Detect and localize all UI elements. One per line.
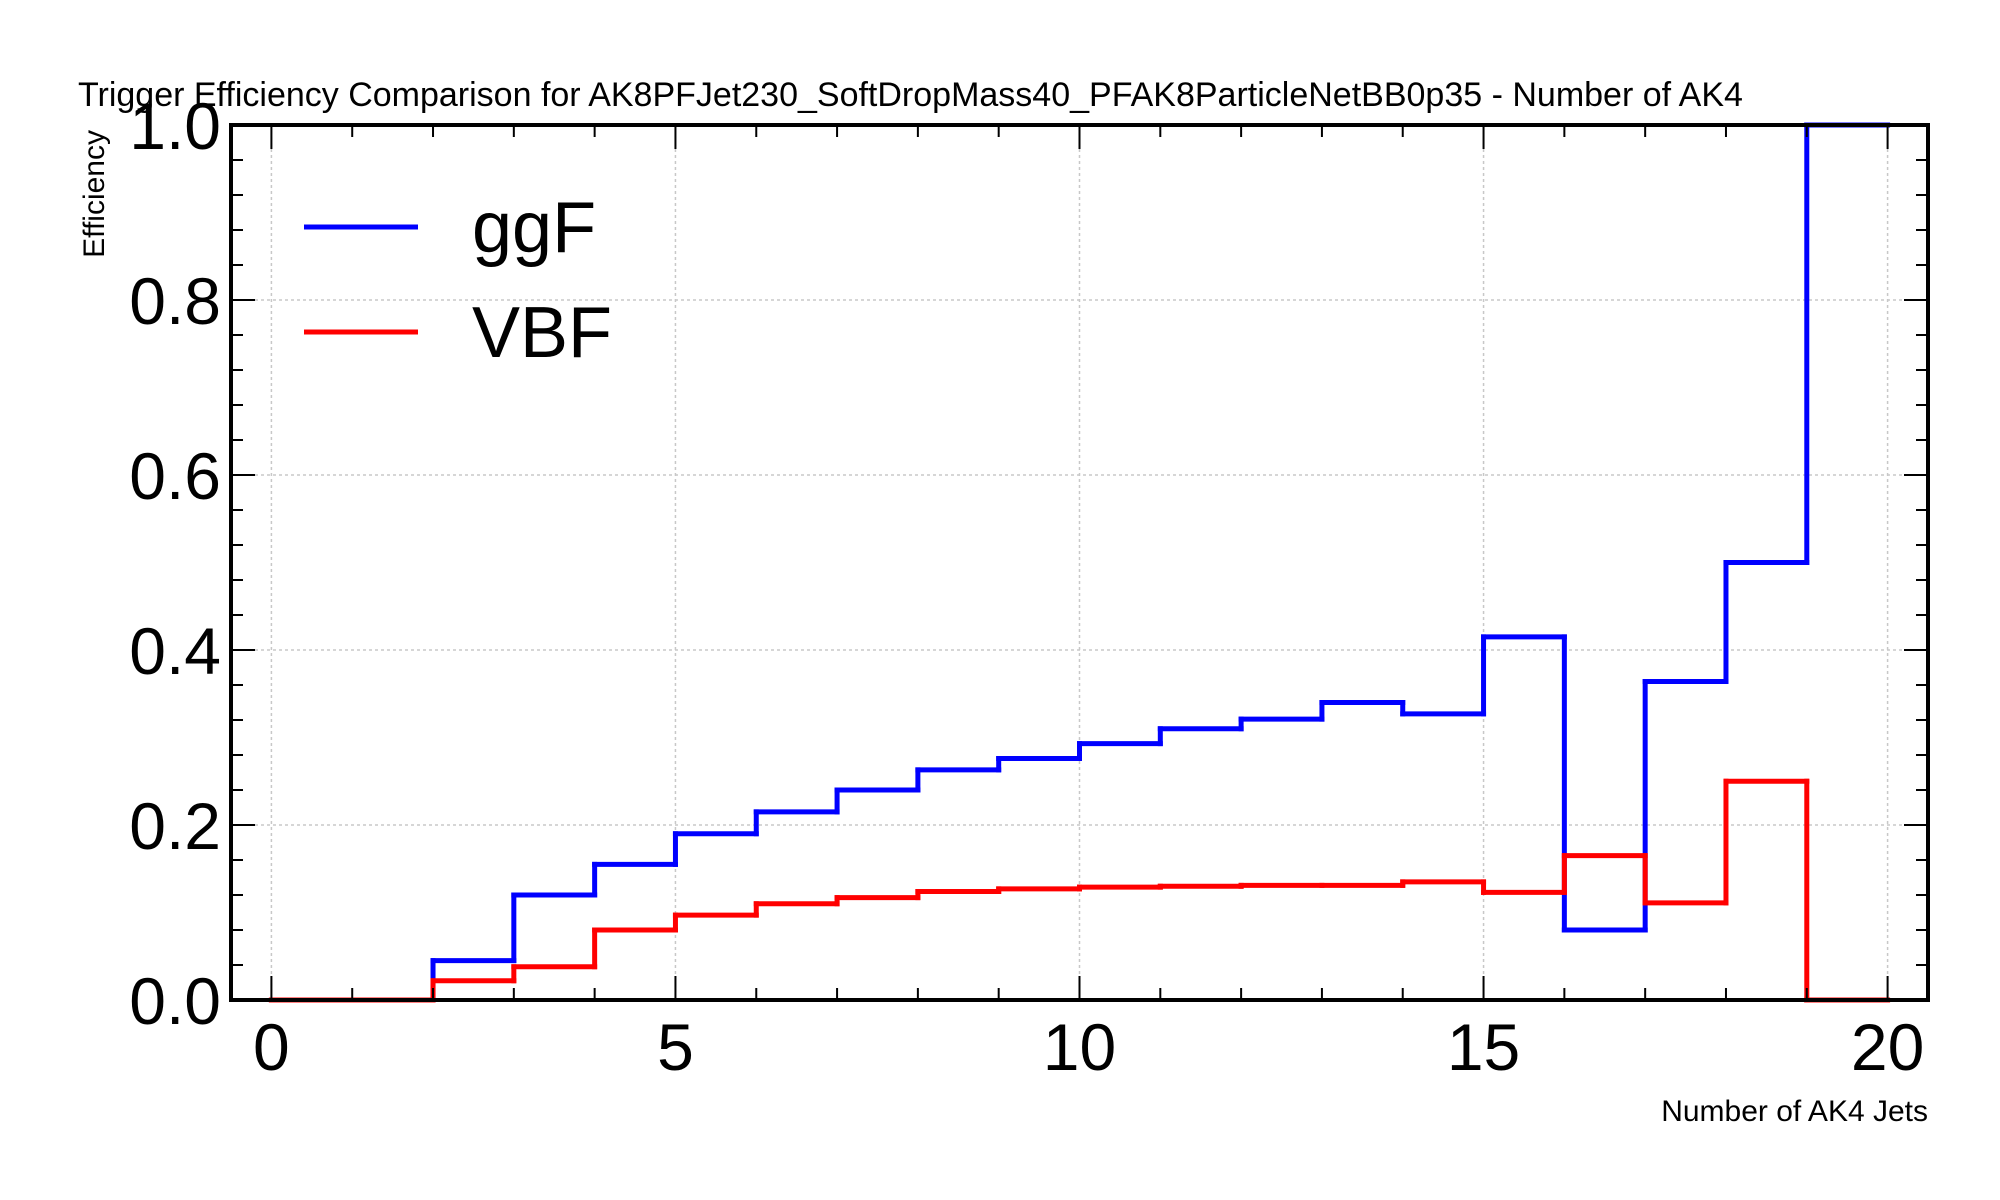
legend: ggF VBF bbox=[304, 188, 612, 373]
legend-label-ggf: ggF bbox=[472, 188, 596, 268]
y-tick-label: 0.4 bbox=[129, 614, 221, 688]
y-tick-label: 0.0 bbox=[129, 964, 221, 1038]
x-axis-label: Number of AK4 Jets bbox=[1661, 1095, 1928, 1128]
legend-label-vbf: VBF bbox=[472, 293, 612, 373]
tick-labels: 0 5 10 15 20 0.0 0.2 0.4 0.6 0.8 1.0 bbox=[129, 89, 1924, 1084]
x-tick-label: 15 bbox=[1447, 1010, 1520, 1084]
x-tick-label: 20 bbox=[1851, 1010, 1924, 1084]
y-tick-label: 1.0 bbox=[129, 89, 221, 163]
y-axis-label: Efficiency bbox=[78, 130, 111, 258]
x-tick-label: 10 bbox=[1043, 1010, 1116, 1084]
y-tick-label: 0.2 bbox=[129, 789, 221, 863]
chart-title: Trigger Efficiency Comparison for AK8PFJ… bbox=[78, 76, 1743, 114]
x-tick-label: 5 bbox=[657, 1010, 694, 1084]
x-tick-label: 0 bbox=[253, 1010, 290, 1084]
plot-frame bbox=[229, 123, 1930, 1002]
y-tick-label: 0.6 bbox=[129, 439, 221, 513]
y-tick-label: 0.8 bbox=[129, 264, 221, 338]
